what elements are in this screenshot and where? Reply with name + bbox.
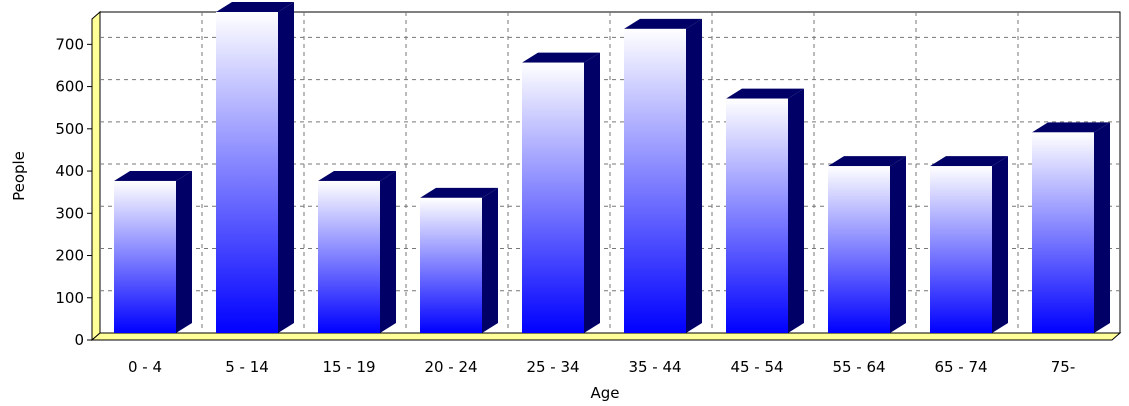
y-tick-label: 300 (55, 204, 84, 222)
bar-side (890, 156, 906, 333)
x-tick-label: 55 - 64 (832, 358, 885, 376)
bar-side (584, 52, 600, 334)
bar-front (318, 180, 380, 333)
x-tick-label: 0 - 4 (128, 358, 162, 376)
floor (90, 332, 1122, 341)
bar-side (788, 88, 804, 333)
bar-0-4 (114, 170, 192, 333)
bar-75- (1032, 122, 1110, 333)
bar-top (1032, 122, 1110, 133)
bar-35-44 (624, 18, 702, 333)
bar-45-54 (726, 88, 804, 333)
bar-top (114, 170, 192, 181)
y-tick-label: 700 (55, 35, 84, 53)
bar-top (216, 2, 294, 12)
x-axis-ticks: 0 - 4 5 - 14 15 - 19 20 - 24 25 - 34 35 - 44 4… (128, 358, 1075, 376)
y-tick-label: 100 (55, 289, 84, 307)
x-tick-label: 15 - 19 (322, 358, 375, 376)
bar-side (380, 170, 396, 333)
bar-front (930, 166, 992, 333)
y-tick-label: 400 (55, 162, 84, 180)
bar-55-64 (828, 156, 906, 333)
y-tick-label: 600 (55, 78, 84, 96)
bar-top (828, 156, 906, 167)
bar-top (522, 52, 600, 63)
x-tick-label: 45 - 54 (730, 358, 783, 376)
bar-top (930, 156, 1008, 167)
bar-top (318, 170, 396, 181)
bar-front (114, 180, 176, 333)
bar-front (1032, 132, 1094, 333)
y-tick-label: 500 (55, 120, 84, 138)
x-tick-label: 35 - 44 (628, 358, 681, 376)
x-tick-label: 65 - 74 (934, 358, 987, 376)
bar-side (992, 156, 1008, 333)
bar-side (686, 18, 702, 333)
bar-front (522, 62, 584, 334)
bar-5-14 (216, 2, 294, 333)
bar-front (420, 197, 482, 333)
bar-top (726, 88, 804, 99)
x-tick-label: 5 - 14 (225, 358, 269, 376)
y-tick-label: 200 (55, 247, 84, 265)
bar-65-74 (930, 156, 1008, 333)
bar-front (624, 28, 686, 333)
bar-side (176, 170, 192, 333)
bars (114, 2, 1110, 334)
bar-top (420, 187, 498, 198)
bar-20-24 (420, 187, 498, 333)
x-tick-label: 20 - 24 (424, 358, 477, 376)
x-tick-label: 25 - 34 (526, 358, 579, 376)
bar-side (482, 187, 498, 333)
bar-front (828, 166, 890, 333)
bar-front (216, 12, 278, 333)
bar-side (1094, 122, 1110, 333)
left-wall (91, 10, 101, 342)
bar-25-34 (522, 52, 600, 334)
bar-side (278, 2, 294, 333)
x-tick-label: 75- (1051, 358, 1076, 376)
y-axis-ticks: 0 100 200 300 400 500 600 700 (55, 35, 92, 349)
bar-top (624, 18, 702, 29)
y-axis-title: People (10, 151, 28, 201)
bar-15-19 (318, 170, 396, 333)
bar-front (726, 98, 788, 333)
x-axis-title: Age (590, 384, 619, 402)
y-tick-label: 0 (74, 331, 84, 349)
